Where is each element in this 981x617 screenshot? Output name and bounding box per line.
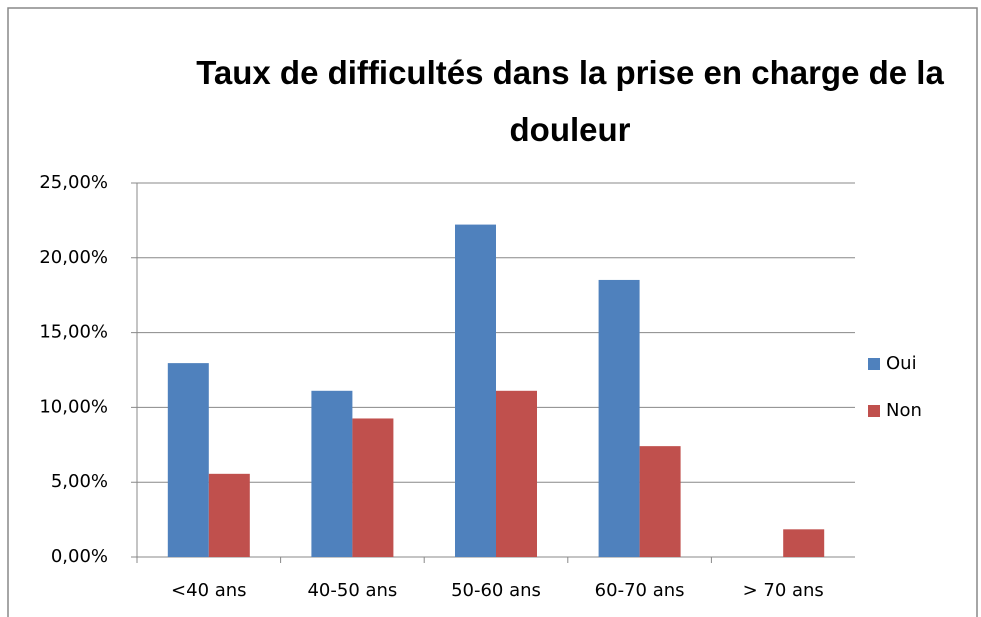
x-tick-label: <40 ans [171,580,247,601]
bar [639,446,681,557]
bar [496,390,537,557]
bar [167,363,209,557]
y-tick-label: 20,00% [39,247,108,268]
bar [311,390,353,557]
bar [598,279,640,557]
legend-label: Oui [886,353,917,374]
x-tick-label: > 70 ans [743,580,824,601]
bar [455,224,496,557]
legend-swatch [868,358,880,370]
y-tick-label: 25,00% [39,172,108,193]
bar [783,529,825,557]
bar [352,418,394,557]
legend-swatch [868,405,880,417]
y-tick-label: 15,00% [39,322,108,343]
x-tick-label: 40-50 ans [307,580,397,601]
x-tick-label: 50-60 ans [451,580,541,601]
x-tick-label: 60-70 ans [595,580,685,601]
chart-frame [7,7,978,617]
bar [208,473,250,557]
y-tick-label: 10,00% [39,396,108,417]
chart-title: Taux de difficultés dans la prise en cha… [196,54,944,148]
y-tick-label: 0,00% [51,546,108,567]
legend-label: Non [886,400,922,421]
y-tick-label: 5,00% [51,471,108,492]
